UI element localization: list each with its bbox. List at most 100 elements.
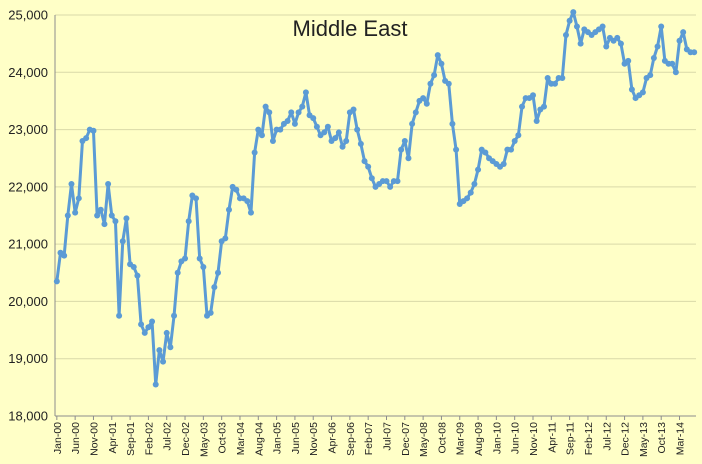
data-point xyxy=(669,60,676,67)
data-point xyxy=(680,29,687,36)
data-point xyxy=(383,178,390,185)
data-point xyxy=(222,235,229,242)
data-point xyxy=(676,37,683,44)
data-point xyxy=(64,212,71,219)
data-point xyxy=(339,143,346,150)
x-tick-label: Feb-12 xyxy=(583,422,595,455)
data-point xyxy=(420,95,427,102)
data-point xyxy=(515,132,522,139)
data-point xyxy=(324,123,331,130)
data-point xyxy=(654,43,661,50)
x-tick-label: Nov-05 xyxy=(308,422,320,456)
x-tick-label: Jul-07 xyxy=(381,422,393,451)
data-point xyxy=(138,321,145,328)
data-point xyxy=(335,129,342,136)
data-point xyxy=(445,80,452,87)
x-tick-label: Dec-02 xyxy=(180,422,192,456)
y-tick-label: 24,000 xyxy=(8,65,48,80)
data-point xyxy=(75,195,82,202)
x-tick-label: Jun-00 xyxy=(70,422,82,454)
data-point xyxy=(134,272,141,279)
data-point xyxy=(123,215,130,222)
data-point xyxy=(672,69,679,76)
data-point xyxy=(255,126,262,133)
x-tick-label: Nov-10 xyxy=(528,422,540,456)
data-point xyxy=(438,60,445,67)
data-point xyxy=(650,54,657,61)
data-point xyxy=(68,180,75,187)
data-point xyxy=(160,358,167,365)
data-point xyxy=(105,180,112,187)
data-point xyxy=(562,32,569,39)
series-line xyxy=(55,10,696,386)
data-point xyxy=(207,309,214,316)
x-tick-label: Jan-05 xyxy=(272,422,284,454)
x-tick-label: Sep-11 xyxy=(565,422,577,455)
x-tick-label: Oct-08 xyxy=(436,422,448,454)
x-tick-label: Mar-09 xyxy=(455,422,467,455)
data-point xyxy=(61,252,68,259)
x-tick-label: Aug-09 xyxy=(473,422,485,456)
data-point xyxy=(551,80,558,87)
data-point xyxy=(357,140,364,147)
x-tick-label: May-08 xyxy=(418,422,430,457)
data-point xyxy=(500,160,507,167)
data-point xyxy=(427,80,434,87)
data-point xyxy=(412,109,419,116)
data-point xyxy=(471,180,478,187)
x-tick-label: Feb-02 xyxy=(143,422,155,455)
y-tick-label: 22,000 xyxy=(8,179,48,194)
x-tick-label: Apr-11 xyxy=(546,422,558,453)
data-point xyxy=(214,269,221,276)
data-point xyxy=(291,120,298,127)
data-point xyxy=(603,43,610,50)
data-point xyxy=(258,132,265,139)
data-point xyxy=(156,347,163,354)
x-tick-label: Dec-07 xyxy=(400,422,412,456)
data-point xyxy=(401,138,408,145)
data-point xyxy=(302,89,309,96)
y-tick-label: 18,000 xyxy=(8,409,48,424)
data-point xyxy=(266,109,273,116)
x-tick-label: Mar-04 xyxy=(235,422,247,455)
data-point xyxy=(449,120,456,127)
data-point xyxy=(83,135,90,142)
x-tick-label: Sep-06 xyxy=(345,422,357,456)
data-point xyxy=(350,106,357,113)
x-tick-label: Apr-06 xyxy=(327,422,339,454)
data-point xyxy=(599,23,606,30)
data-point xyxy=(570,9,577,16)
data-point xyxy=(691,49,698,56)
data-point xyxy=(482,149,489,156)
x-tick-label: May-03 xyxy=(198,422,210,457)
data-point xyxy=(247,209,254,216)
data-point xyxy=(119,238,126,245)
x-tick-label: Jul-12 xyxy=(601,422,613,451)
x-tick-label: Dec-12 xyxy=(620,422,632,456)
data-point xyxy=(167,344,174,351)
data-point xyxy=(313,123,320,130)
data-point xyxy=(365,163,372,170)
data-point xyxy=(434,52,441,59)
data-point xyxy=(573,23,580,30)
data-point xyxy=(409,120,416,127)
data-point xyxy=(310,115,317,122)
data-point xyxy=(559,75,566,82)
series-middle-east xyxy=(53,9,698,388)
data-point xyxy=(511,138,518,145)
x-tick-label: Feb-07 xyxy=(363,422,375,455)
data-point xyxy=(196,255,203,262)
y-tick-label: 19,000 xyxy=(8,351,48,366)
data-point xyxy=(90,127,97,134)
data-point xyxy=(530,92,537,99)
data-point xyxy=(354,126,361,133)
data-point xyxy=(343,138,350,145)
data-point xyxy=(277,126,284,133)
data-point xyxy=(193,195,200,202)
y-tick-label: 25,000 xyxy=(8,8,48,23)
data-point xyxy=(614,34,621,41)
data-point xyxy=(508,146,515,153)
data-point xyxy=(163,329,170,336)
data-point xyxy=(368,175,375,182)
data-point xyxy=(321,129,328,136)
